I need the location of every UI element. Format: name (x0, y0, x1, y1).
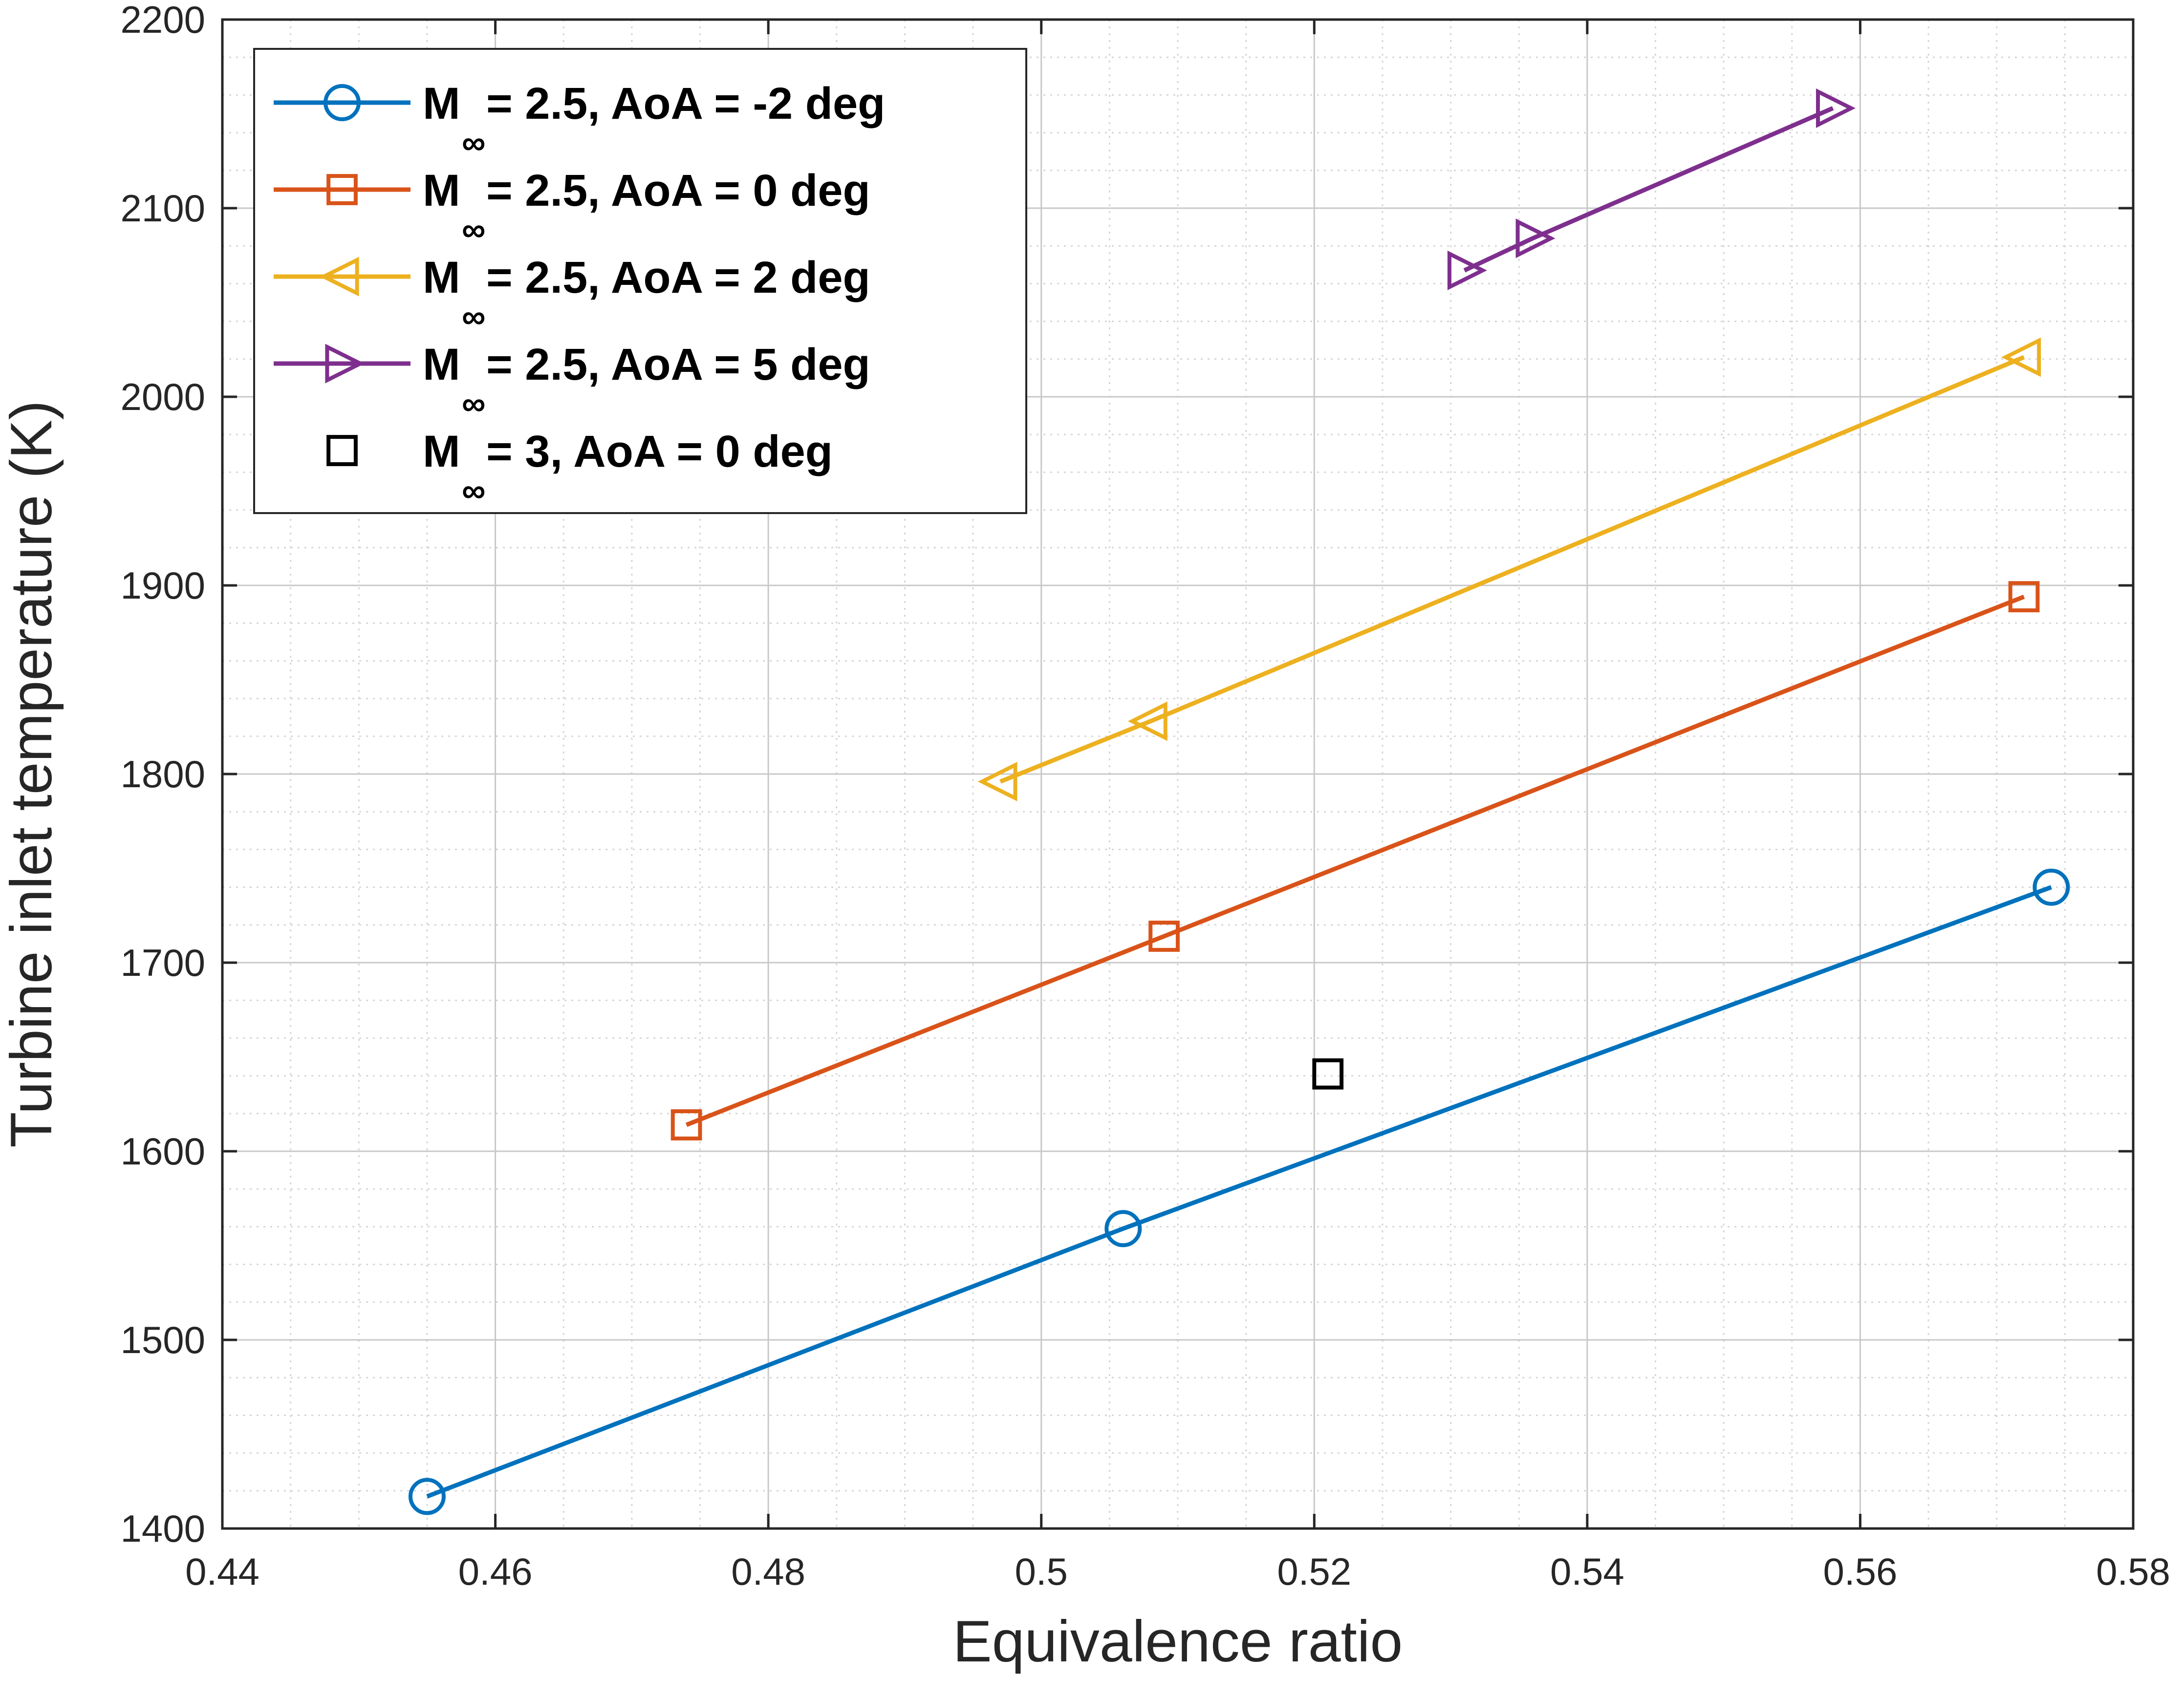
series-line (1463, 106, 1834, 273)
x-tick-label: 0.46 (458, 1550, 533, 1593)
legend-label: = 2.5, AoA = 5 deg (486, 340, 870, 389)
x-tick-label: 0.56 (1823, 1550, 1898, 1593)
x-tick-label: 0.54 (1550, 1550, 1624, 1593)
series-line (999, 355, 2025, 784)
series-1 (408, 868, 2070, 1515)
legend-mach-symbol: M (423, 79, 460, 129)
series-line (426, 885, 2052, 1499)
data-point (2008, 581, 2040, 613)
legend-entry: M∞= 2.5, AoA = -2 deg (274, 79, 885, 161)
series-5 (1312, 1058, 1344, 1090)
plot-frame (221, 18, 2135, 1530)
y-tick-label: 2000 (120, 375, 205, 418)
y-tick-label: 1800 (120, 753, 205, 796)
data-point (2001, 337, 2041, 377)
legend-label: = 3, AoA = 0 deg (486, 427, 833, 476)
legend-mach-subscript: ∞ (462, 211, 485, 248)
data-point (2033, 868, 2070, 906)
data-point (1127, 701, 1168, 741)
legend-box (253, 48, 1027, 514)
data-point (1447, 250, 1487, 290)
legend-marker (319, 257, 359, 297)
x-tick-labels: 0.44 0.46 0.48 0.5 0.52 0.54 0.56 0.58 (185, 1550, 2170, 1593)
legend-label: = 2.5, AoA = -2 deg (486, 79, 885, 129)
series-line (685, 594, 2025, 1127)
x-tick-label: 0.52 (1277, 1550, 1351, 1593)
legend-entry: M∞= 2.5, AoA = 5 deg (274, 340, 870, 422)
series-3 (977, 337, 2041, 801)
legend-marker (326, 435, 358, 466)
data-point (1312, 1058, 1344, 1090)
series-layer (408, 88, 2070, 1515)
legend-mach-subscript: ∞ (462, 298, 485, 335)
legend-entry: M∞= 2.5, AoA = 0 deg (274, 166, 870, 248)
y-tick-label: 1900 (120, 564, 205, 607)
y-tick-label: 1600 (120, 1130, 205, 1173)
data-point (408, 1478, 446, 1515)
legend-entry: M∞= 3, AoA = 0 deg (326, 427, 833, 509)
data-point (1104, 1210, 1142, 1248)
data-point (1515, 218, 1556, 258)
y-tick-label: 2100 (120, 187, 205, 230)
y-tick-label: 1400 (120, 1507, 205, 1550)
legend-marker (324, 84, 361, 121)
series-2 (670, 581, 2040, 1141)
legend-mach-symbol: M (423, 340, 460, 389)
y-tick-labels: 1400 1500 1600 1700 1800 1900 2000 2100 2200 (120, 0, 205, 1550)
data-point (977, 761, 1017, 801)
x-tick-label: 0.44 (185, 1550, 259, 1593)
y-tick-label: 1700 (120, 941, 205, 984)
data-point (1148, 921, 1180, 952)
legend-label: = 2.5, AoA = 2 deg (486, 253, 870, 302)
legend-marker (325, 344, 365, 384)
legend-mach-subscript: ∞ (462, 385, 485, 422)
x-axis-label: Equivalence ratio (953, 1609, 1403, 1674)
data-point (670, 1109, 702, 1141)
legend-entry: M∞= 2.5, AoA = 2 deg (274, 253, 870, 335)
x-tick-label: 0.5 (1015, 1550, 1067, 1593)
y-tick-label: 1500 (120, 1318, 205, 1361)
series-4 (1447, 88, 1856, 290)
legend-mach-symbol: M (423, 166, 460, 215)
data-point (1816, 88, 1856, 128)
legend-mach-symbol: M (423, 253, 460, 302)
x-tick-label: 0.48 (731, 1550, 805, 1593)
legend-label: = 2.5, AoA = 0 deg (486, 166, 870, 215)
legend-marker (326, 174, 358, 205)
y-axis-label: Turbine inlet temperature (K) (0, 400, 64, 1148)
x-tick-label: 0.58 (2096, 1550, 2170, 1593)
legend-mach-symbol: M (423, 427, 460, 476)
legend-mach-subscript: ∞ (462, 124, 485, 161)
y-tick-label: 2200 (120, 0, 205, 41)
legend-mach-subscript: ∞ (462, 472, 485, 509)
